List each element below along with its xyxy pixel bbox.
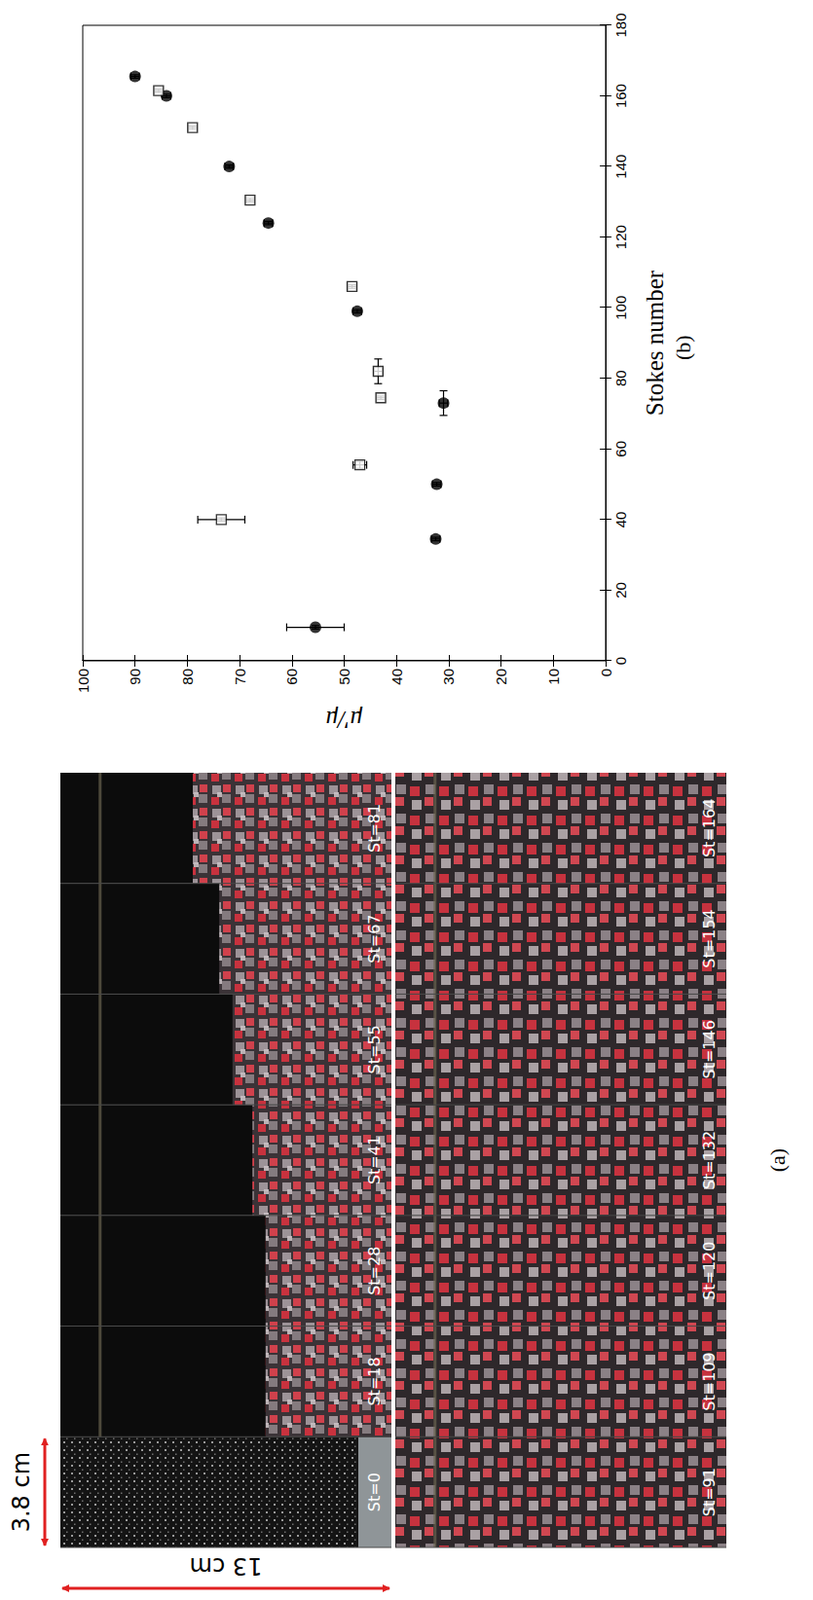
svg-text:St=146: St=146 — [700, 1020, 719, 1079]
svg-text:St=120: St=120 — [700, 1242, 719, 1301]
svg-text:3.8 cm: 3.8 cm — [7, 1452, 36, 1533]
svg-text:(b): (b) — [670, 334, 696, 361]
svg-text:St=41: St=41 — [365, 1136, 384, 1185]
svg-text:13 cm: 13 cm — [189, 1552, 263, 1581]
svg-text:St=55: St=55 — [365, 1025, 384, 1074]
svg-text:St=109: St=109 — [700, 1352, 719, 1411]
svg-text:St=18: St=18 — [365, 1357, 384, 1406]
svg-text:St=164: St=164 — [700, 799, 719, 858]
svg-text:St=67: St=67 — [365, 914, 384, 963]
svg-text:70: 70 — [231, 668, 249, 686]
svg-text:40: 40 — [388, 668, 406, 686]
svg-text:St=132: St=132 — [700, 1131, 719, 1190]
svg-text:St=81: St=81 — [365, 804, 384, 853]
svg-text:20: 20 — [492, 668, 510, 686]
svg-text:80: 80 — [612, 369, 629, 387]
svg-text:100: 100 — [74, 668, 92, 694]
svg-text:60: 60 — [612, 441, 629, 458]
svg-text:60: 60 — [283, 668, 300, 686]
svg-text:50: 50 — [335, 668, 353, 686]
svg-text:180: 180 — [612, 12, 629, 37]
svg-text:(a): (a) — [765, 1148, 790, 1173]
svg-text:40: 40 — [612, 512, 629, 529]
svg-text:90: 90 — [126, 668, 144, 686]
svg-text:St=28: St=28 — [365, 1247, 384, 1296]
svg-text:Stokes number: Stokes number — [641, 269, 668, 416]
svg-text:20: 20 — [612, 582, 629, 599]
svg-text:0: 0 — [597, 668, 615, 677]
svg-text:0: 0 — [612, 657, 629, 666]
svg-text:10: 10 — [545, 668, 562, 686]
svg-text:160: 160 — [612, 83, 629, 109]
svg-text:80: 80 — [179, 668, 196, 686]
svg-text:100: 100 — [612, 295, 629, 321]
svg-text:St=0: St=0 — [365, 1473, 384, 1513]
svg-text:St=91: St=91 — [700, 1468, 719, 1517]
svg-text:120: 120 — [612, 224, 629, 250]
svg-text:30: 30 — [440, 668, 457, 686]
svg-text:140: 140 — [612, 154, 629, 180]
svg-text:St=154: St=154 — [700, 909, 719, 968]
svg-text:μ'/μ: μ'/μ — [326, 706, 364, 734]
